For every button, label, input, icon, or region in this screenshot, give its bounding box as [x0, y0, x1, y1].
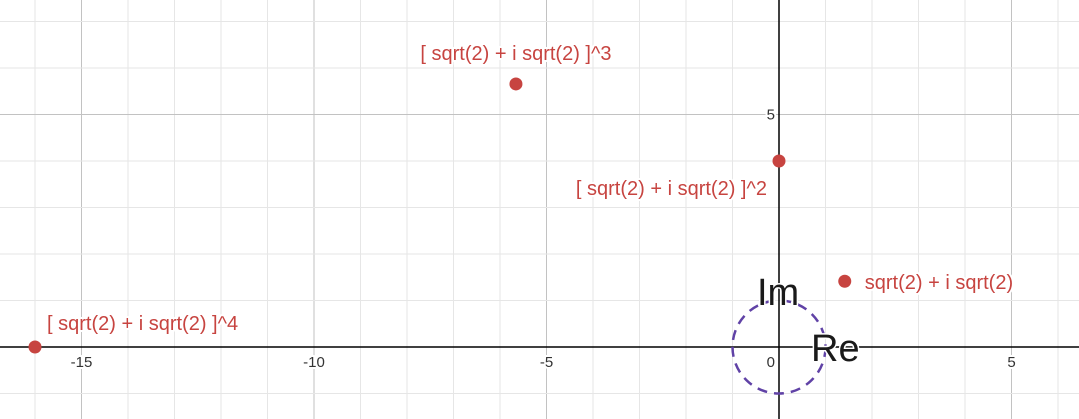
x-tick-label: -10	[303, 354, 325, 371]
unit-circle	[731, 299, 827, 395]
point-label: [ sqrt(2) + i sqrt(2) ]^3	[420, 43, 611, 65]
x-tick-label: -15	[71, 354, 93, 371]
data-point[interactable]	[28, 340, 42, 354]
point-label: [ sqrt(2) + i sqrt(2) ]^2	[576, 178, 767, 200]
y-tick-label: 5	[767, 107, 775, 124]
x-tick-label: -5	[540, 354, 553, 371]
data-points	[28, 77, 852, 354]
tick-labels: -15 -10 -5 0 5 5	[69, 105, 1018, 374]
x-tick-label: 5	[1007, 354, 1015, 371]
x-tick-label: 0	[767, 354, 775, 371]
data-point[interactable]	[772, 154, 786, 168]
point-label: [ sqrt(2) + i sqrt(2) ]^4	[47, 313, 238, 335]
data-point[interactable]	[838, 274, 852, 288]
unit-circle-layer	[731, 299, 827, 395]
point-label: sqrt(2) + i sqrt(2)	[865, 272, 1013, 294]
data-point[interactable]	[509, 77, 523, 91]
point-labels: sqrt(2) + i sqrt(2) [ sqrt(2) + i sqrt(2)…	[45, 41, 1015, 337]
imaginary-axis-label: Im	[757, 272, 799, 314]
real-axis-label: Re	[811, 328, 860, 370]
